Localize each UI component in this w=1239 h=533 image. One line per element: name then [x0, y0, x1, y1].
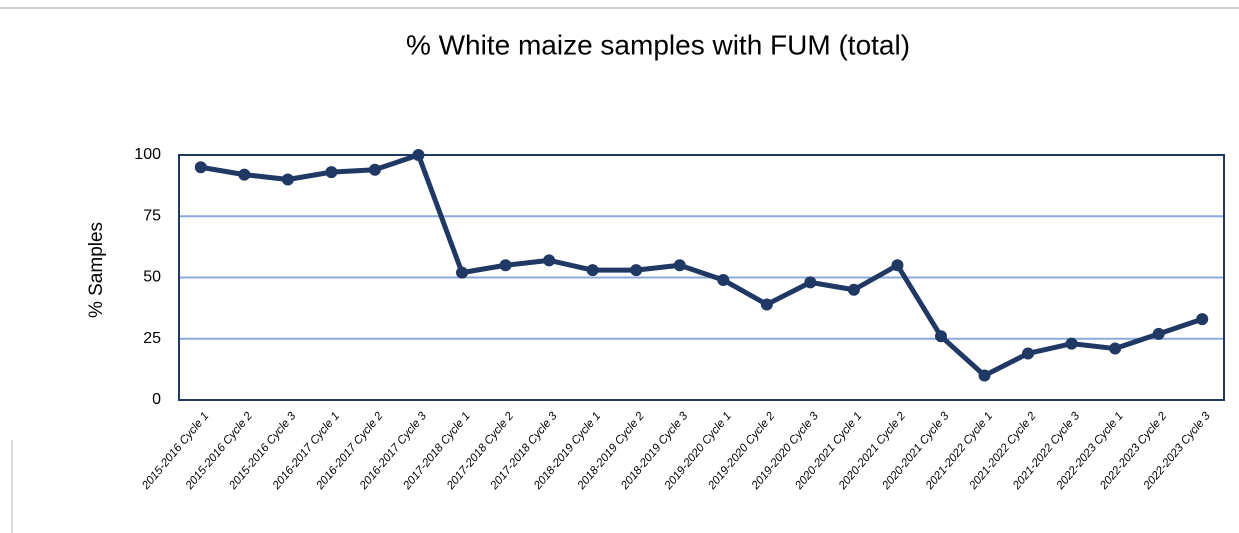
data-point — [543, 254, 556, 267]
data-point — [673, 259, 686, 272]
plot-border — [178, 154, 1225, 401]
data-point — [891, 259, 904, 272]
data-point — [1109, 342, 1122, 355]
data-point — [456, 266, 469, 279]
data-point — [238, 168, 251, 181]
data-point — [586, 264, 599, 277]
data-point — [1065, 337, 1078, 350]
y-tick-label: 50 — [143, 269, 161, 286]
data-point — [978, 369, 991, 382]
y-tick-label: 100 — [134, 146, 161, 163]
data-point — [412, 149, 425, 161]
data-point — [847, 283, 860, 296]
y-axis-label: % Samples — [86, 222, 107, 318]
data-point — [1022, 347, 1035, 360]
data-point — [368, 163, 381, 176]
data-point — [760, 298, 773, 311]
data-line — [200, 152, 1204, 378]
data-point — [499, 259, 512, 272]
data-point — [194, 161, 207, 174]
y-tick-label: 0 — [152, 391, 161, 408]
data-point — [804, 276, 817, 289]
data-point — [281, 173, 294, 186]
data-point — [934, 330, 947, 343]
data-point — [1196, 313, 1209, 326]
data-point — [717, 273, 730, 286]
y-tick-label: 25 — [143, 330, 161, 347]
data-point — [630, 264, 643, 277]
y-tick-label: 75 — [143, 207, 161, 224]
data-point — [1152, 327, 1165, 340]
data-point — [325, 166, 338, 179]
chart-title: % White maize samples with FUM (total) — [406, 29, 910, 60]
